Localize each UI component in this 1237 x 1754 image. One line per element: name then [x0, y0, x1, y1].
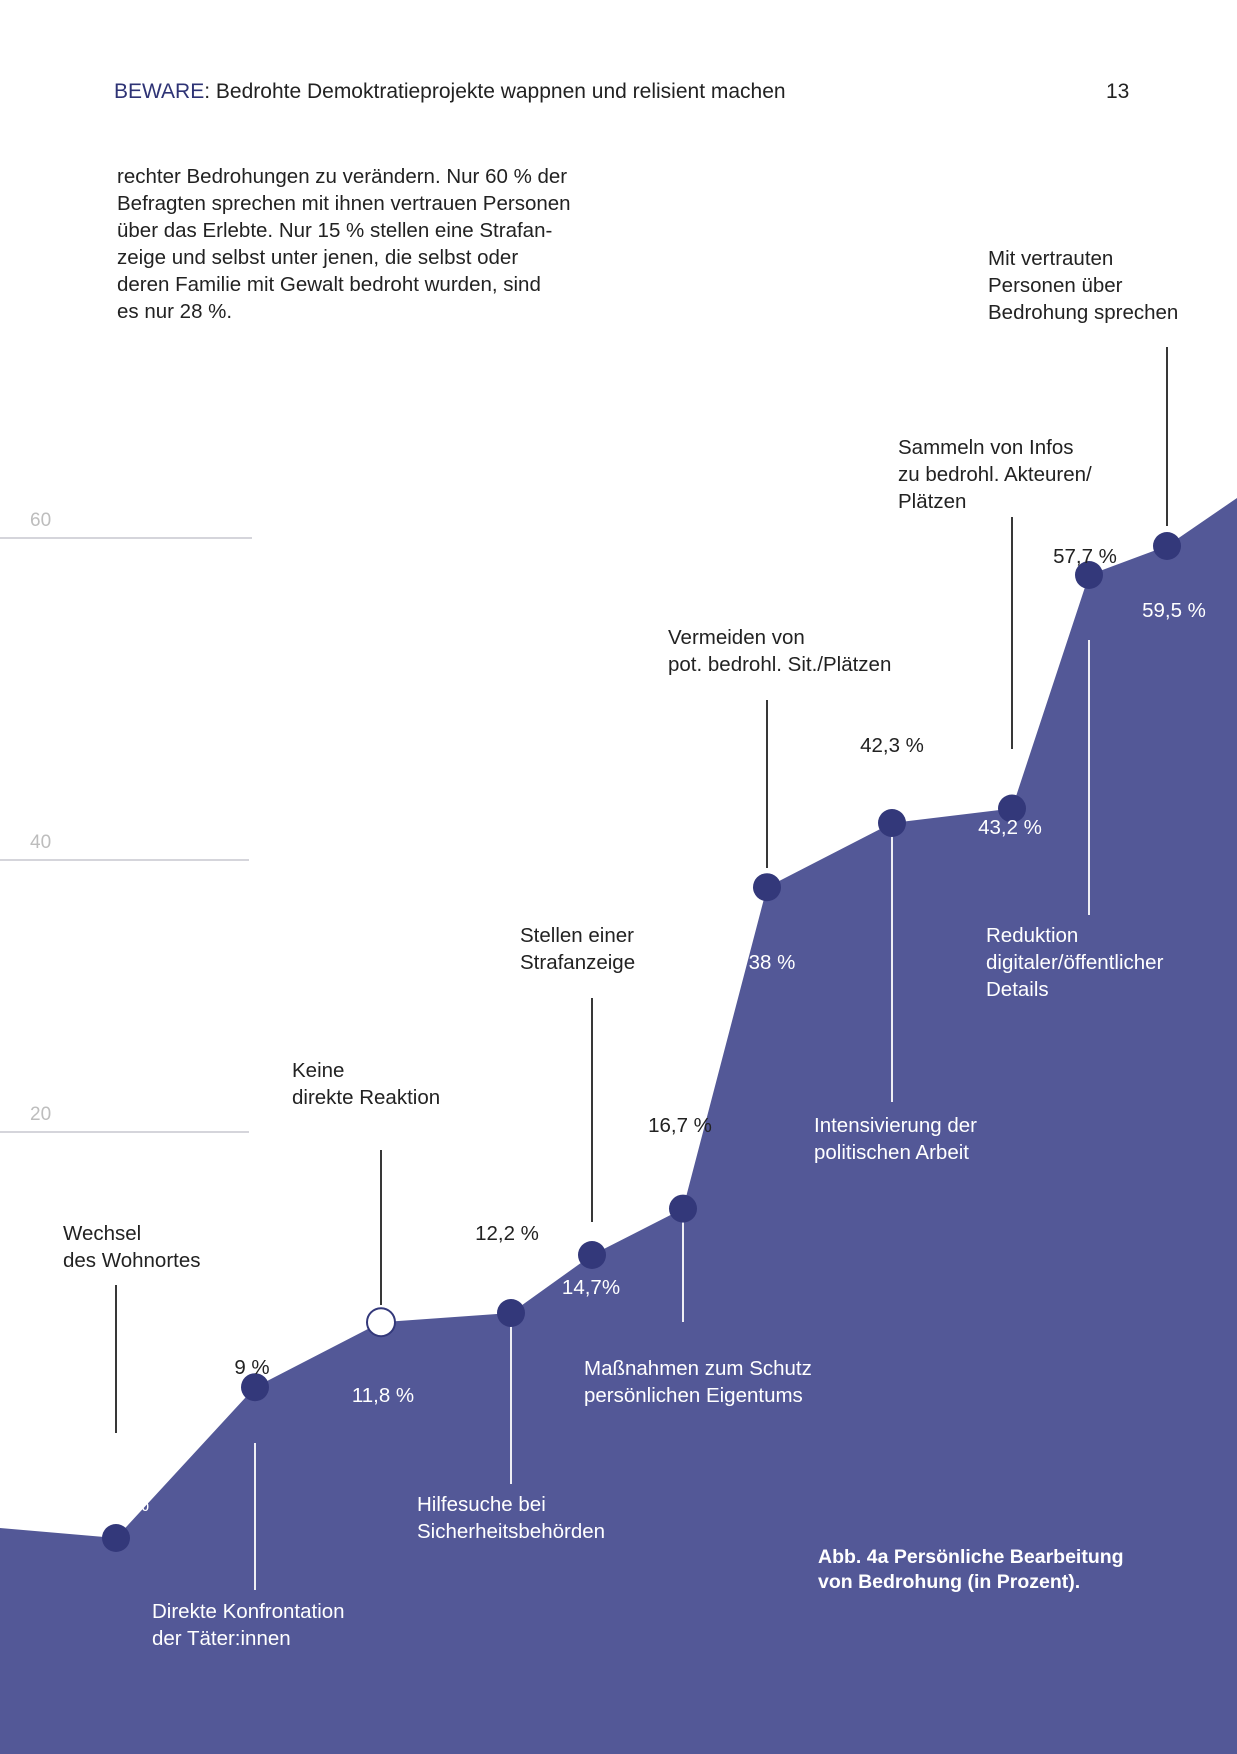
category-label: pot. bedrohl. Sit./Plätzen: [668, 653, 891, 676]
category-label: zu bedrohl. Akteuren/: [898, 463, 1092, 486]
data-label: 42,3 %: [860, 734, 924, 757]
data-label: 14,7%: [562, 1276, 620, 1299]
intro-paragraph: rechter Bedrohungen zu verändern. Nur 60…: [117, 163, 617, 325]
data-point: [998, 794, 1026, 823]
category-label: digitaler/öffentlicher: [986, 951, 1164, 974]
data-label: 11,8 %: [352, 1384, 414, 1407]
category-label: Reduktion: [986, 924, 1078, 947]
intro-line: es nur 28 %.: [117, 300, 233, 323]
data-label: 57,7 %: [1053, 545, 1117, 568]
intro-line: über das Erlebte. Nur 15 % stellen eine …: [117, 219, 553, 242]
y-tick-label: 20: [30, 1104, 51, 1125]
category-label: Mit vertrauten: [988, 247, 1113, 270]
category-label: Sammeln von Infos: [898, 436, 1073, 459]
data-point: [1075, 561, 1103, 589]
data-label: 12,2 %: [475, 1222, 539, 1245]
intro-line: deren Familie mit Gewalt bedroht wurden,…: [117, 273, 541, 296]
category-label: Bedrohung sprechen: [988, 301, 1178, 324]
data-label: 16,7 %: [648, 1114, 712, 1137]
data-point: [753, 873, 781, 902]
data-label: 2,5 %: [97, 1493, 149, 1516]
intro-line: Befragten sprechen mit ihnen vertrauen P…: [117, 192, 571, 215]
caption-line: von Bedrohung (in Prozent).: [818, 1571, 1081, 1593]
category-label: Keine: [292, 1059, 344, 1082]
category-label: Wechsel: [63, 1222, 141, 1245]
category-label: direkte Reaktion: [292, 1086, 440, 1109]
category-label: Intensivierung der: [814, 1114, 977, 1137]
chart-caption: Abb. 4a Persönliche Bearbeitung von Bedr…: [818, 1545, 1124, 1595]
category-label: politischen Arbeit: [814, 1141, 969, 1164]
category-label: Stellen einer: [520, 924, 634, 947]
y-tick-label: 40: [30, 832, 51, 853]
category-label: der Täter:innen: [152, 1627, 291, 1650]
data-point: [102, 1524, 130, 1552]
caption-line: Abb. 4a Persönliche Bearbeitung: [818, 1546, 1124, 1568]
data-label: 43,2 %: [978, 816, 1042, 839]
category-label: Plätzen: [898, 490, 966, 513]
y-tick-label: 60: [30, 510, 51, 531]
data-label: 9 %: [234, 1356, 269, 1379]
category-label: Strafanzeige: [520, 951, 635, 974]
area-fill: [0, 498, 1237, 1754]
category-label: Hilfesuche bei: [417, 1493, 546, 1516]
category-label: Maßnahmen zum Schutz: [584, 1357, 812, 1380]
intro-line: zeige und selbst unter jenen, die selbst…: [117, 246, 519, 269]
data-point: [241, 1373, 269, 1402]
category-label: Direkte Konfrontation: [152, 1600, 345, 1623]
category-label: Sicherheitsbehörden: [417, 1520, 605, 1543]
category-label: Personen über: [988, 274, 1123, 297]
data-point: [1153, 532, 1181, 560]
data-point: [878, 809, 906, 837]
data-point: [578, 1241, 606, 1269]
category-label: persönlichen Eigentums: [584, 1384, 803, 1407]
header-brand: BEWARE: [114, 80, 205, 103]
category-label: Vermeiden von: [668, 626, 805, 649]
data-point: [497, 1299, 525, 1327]
data-point: [669, 1194, 697, 1223]
data-label: 59,5 %: [1142, 599, 1206, 622]
category-label: des Wohnortes: [63, 1249, 201, 1272]
category-label: Details: [986, 978, 1049, 1001]
intro-line: rechter Bedrohungen zu verändern. Nur 60…: [117, 165, 568, 188]
header-title-text: : Bedrohte Demoktratieprojekte wappnen u…: [204, 80, 786, 103]
data-point-highlight: [366, 1307, 396, 1338]
data-label: 38 %: [749, 951, 796, 974]
page-number: 13: [1106, 80, 1130, 103]
header-title: BEWARE: Bedrohte Demoktratieprojekte wap…: [114, 80, 786, 104]
